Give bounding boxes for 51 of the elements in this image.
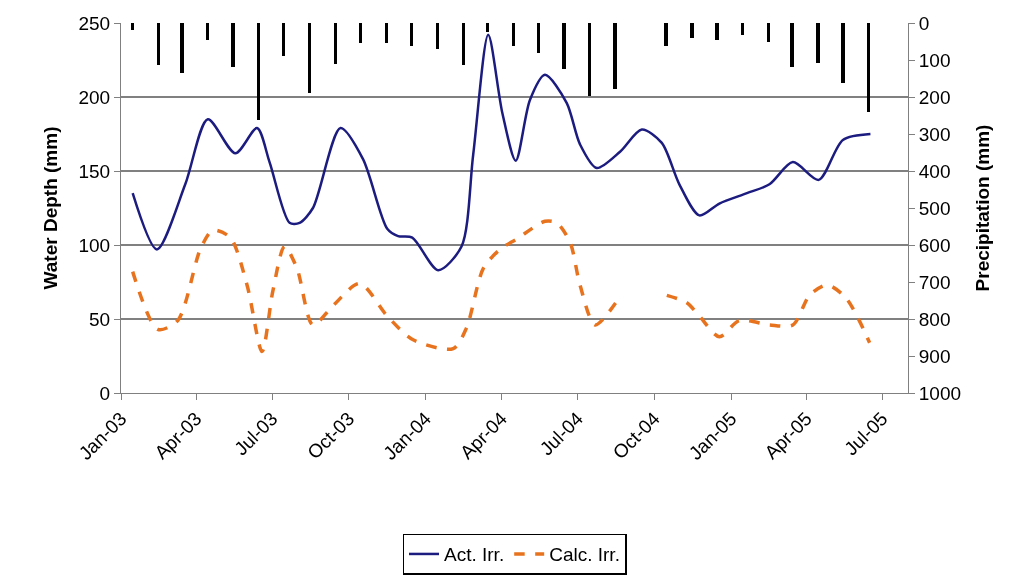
legend-label: Act. Irr.: [444, 544, 505, 566]
bar: [562, 23, 566, 69]
bar: [359, 23, 362, 43]
y2-tick-label: 200: [918, 86, 951, 108]
bar: [282, 23, 285, 56]
y-tick-label: 100: [78, 234, 111, 256]
y-axis-title: Water Depth (mm): [40, 126, 62, 290]
bar: [512, 23, 515, 46]
bar: [410, 23, 413, 46]
y2-tick-label: 0: [918, 12, 930, 34]
bar: [741, 23, 744, 35]
y2-tick-label: 900: [918, 345, 951, 367]
bar: [841, 23, 845, 83]
bar: [690, 23, 694, 38]
y-tick-label: 250: [78, 12, 111, 34]
bar: [816, 23, 820, 63]
bar: [537, 23, 540, 53]
bar: [715, 23, 719, 40]
bar: [486, 23, 489, 32]
bar: [588, 23, 591, 96]
y2-tick-label: 500: [918, 197, 951, 219]
y-tick-label: 150: [78, 160, 111, 182]
y2-tick-label: 800: [918, 308, 951, 330]
y2-axis-title: Precipitation (mm): [971, 124, 993, 292]
y-tick-label: 200: [78, 86, 111, 108]
bar: [462, 23, 465, 65]
bar: [867, 23, 870, 112]
legend-label: Calc. Irr.: [549, 544, 620, 566]
bar: [308, 23, 311, 93]
bar: [436, 23, 439, 49]
line-series: [131, 33, 872, 272]
y2-tick-label: 700: [918, 271, 951, 293]
y2-tick-label: 600: [918, 234, 951, 256]
y-tick-label: 0: [99, 382, 111, 404]
y-tick-label: 50: [89, 308, 111, 330]
y2-tick-label: 300: [918, 123, 951, 145]
bar: [257, 23, 260, 120]
y2-tick-label: 400: [918, 160, 951, 182]
y2-tick-label: 100: [918, 49, 951, 71]
bar: [334, 23, 337, 64]
bar: [206, 23, 209, 40]
bar: [231, 23, 235, 67]
bar: [157, 23, 160, 65]
y2-tick-label: 1000: [918, 382, 962, 404]
bar: [131, 23, 134, 30]
bar: [385, 23, 388, 43]
bar: [664, 23, 668, 46]
bar: [180, 23, 184, 73]
bar: [613, 23, 617, 89]
bar: [767, 23, 770, 42]
bar: [790, 23, 794, 67]
